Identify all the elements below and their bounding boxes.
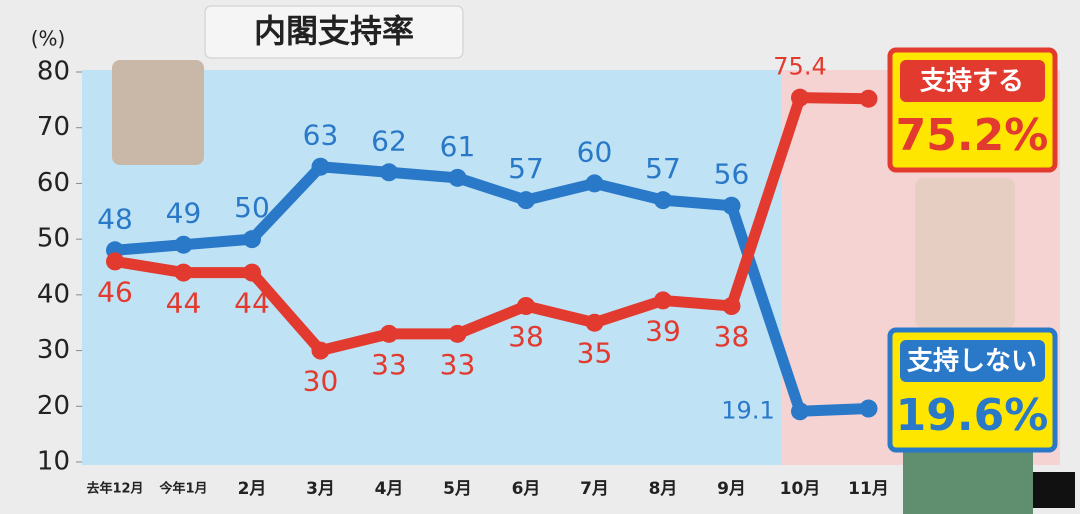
y-tick-label: 60 bbox=[37, 168, 70, 198]
point bbox=[654, 191, 672, 210]
point bbox=[791, 88, 809, 107]
data-label: 48 bbox=[97, 202, 133, 235]
y-tick-label: 80 bbox=[37, 57, 70, 87]
legend-label: 支持しない bbox=[907, 347, 1037, 377]
data-label: 57 bbox=[508, 152, 544, 185]
data-label: 44 bbox=[234, 287, 270, 320]
y-tick-label: 20 bbox=[37, 391, 70, 421]
x-tick-label: 11月 bbox=[848, 479, 889, 499]
y-tick-label: 70 bbox=[37, 112, 70, 142]
data-label: 46 bbox=[97, 275, 133, 308]
portrait bbox=[112, 60, 204, 165]
line bbox=[109, 92, 874, 357]
data-label: 63 bbox=[303, 119, 339, 152]
x-tick-label: 6月 bbox=[512, 479, 541, 499]
chart-title: 内閣支持率 bbox=[254, 12, 414, 50]
point bbox=[722, 196, 741, 215]
point bbox=[517, 191, 535, 210]
point bbox=[791, 402, 809, 421]
data-label: 19.1 bbox=[721, 396, 774, 424]
point bbox=[106, 252, 124, 271]
x-tick-label: 今年1月 bbox=[158, 481, 207, 497]
data-label: 38 bbox=[714, 320, 750, 353]
title-box bbox=[204, 5, 464, 59]
data-label: 44 bbox=[166, 287, 202, 320]
point bbox=[243, 230, 261, 249]
x-tick-label: 2月 bbox=[238, 479, 267, 499]
data-label: 33 bbox=[371, 348, 407, 381]
point bbox=[859, 399, 878, 418]
data-label: 50 bbox=[234, 191, 270, 224]
point bbox=[311, 157, 330, 176]
y-tick-label: 40 bbox=[37, 279, 70, 309]
data-label: 57 bbox=[645, 152, 681, 185]
x-tick-label: 4月 bbox=[375, 479, 404, 499]
callout-value: 75.2% bbox=[896, 110, 1049, 161]
y-tick-label: 50 bbox=[37, 224, 70, 254]
point bbox=[380, 324, 398, 343]
x-tick-label: 8月 bbox=[649, 479, 678, 499]
legend-label: 支持する bbox=[920, 67, 1024, 97]
point bbox=[243, 263, 261, 282]
portrait bbox=[915, 178, 1015, 328]
point bbox=[517, 297, 535, 315]
point bbox=[311, 341, 330, 360]
callout-header bbox=[900, 60, 1045, 102]
y-tick-label: 10 bbox=[37, 447, 70, 477]
point bbox=[859, 89, 878, 108]
point bbox=[380, 163, 398, 182]
point bbox=[585, 174, 604, 193]
point bbox=[654, 291, 672, 310]
data-label: 33 bbox=[440, 348, 476, 381]
y-axis-label: (%) bbox=[31, 27, 66, 51]
x-tick-label: 9月 bbox=[717, 479, 746, 499]
point bbox=[448, 168, 467, 187]
x-tick-label: 10月 bbox=[780, 479, 821, 499]
data-label: 60 bbox=[577, 135, 613, 168]
callout-header bbox=[900, 340, 1045, 382]
data-label: 30 bbox=[303, 365, 339, 398]
callout-value: 19.6% bbox=[896, 390, 1049, 441]
data-label: 38 bbox=[508, 320, 544, 353]
data-label: 39 bbox=[645, 314, 681, 347]
point bbox=[722, 297, 741, 315]
x-tick-label: 7月 bbox=[580, 479, 609, 499]
data-label: 61 bbox=[440, 130, 476, 163]
data-label: 75.4 bbox=[773, 53, 826, 81]
y-tick-label: 30 bbox=[37, 335, 70, 365]
data-label: 49 bbox=[166, 197, 202, 230]
point bbox=[174, 263, 193, 282]
x-tick-label: 3月 bbox=[306, 479, 335, 499]
x-tick-label: 去年12月 bbox=[86, 481, 143, 497]
data-label: 56 bbox=[714, 158, 750, 191]
point bbox=[585, 313, 604, 332]
overlay bbox=[1033, 472, 1075, 508]
point bbox=[448, 324, 467, 343]
point bbox=[174, 235, 193, 254]
data-label: 35 bbox=[577, 337, 613, 370]
data-label: 62 bbox=[371, 124, 407, 157]
line bbox=[109, 161, 874, 417]
x-tick-label: 5月 bbox=[443, 479, 472, 499]
